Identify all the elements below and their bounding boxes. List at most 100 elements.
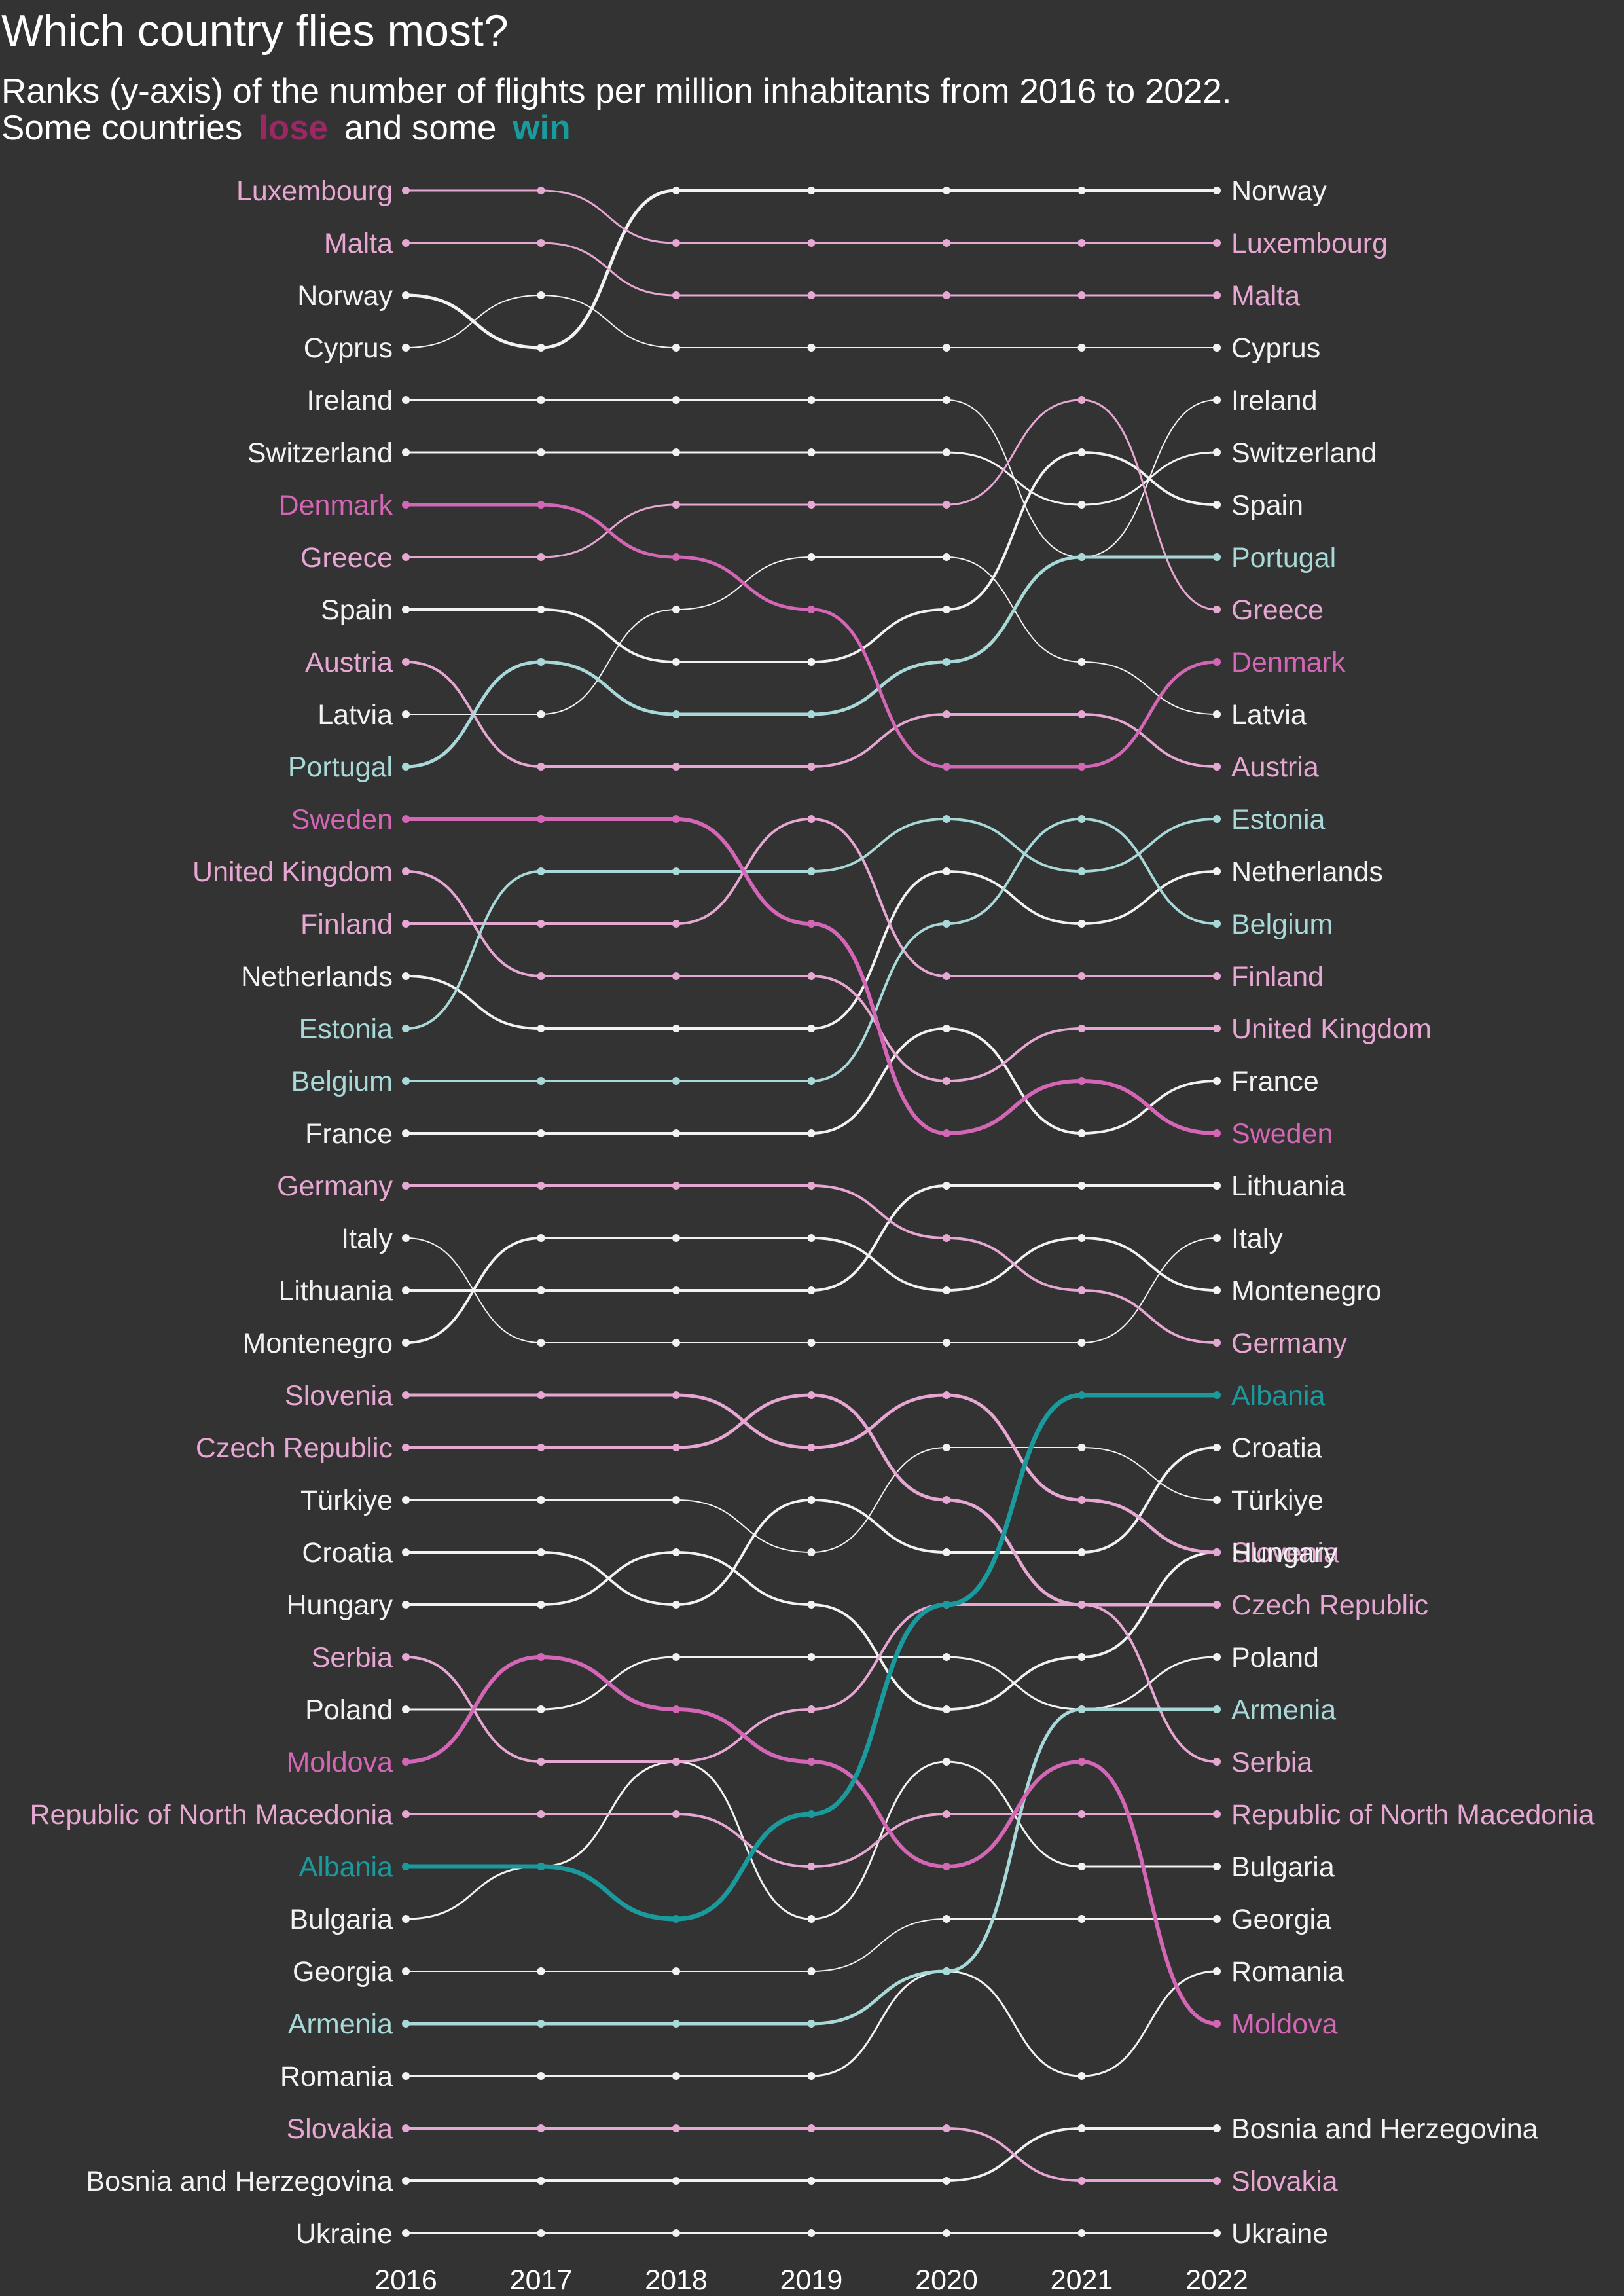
point-croatia-2018 <box>672 1601 680 1609</box>
point-montenegro-2017 <box>537 1234 545 1242</box>
point-ireland-2018 <box>672 396 680 404</box>
point-bosnia-and-herzegovina-2018 <box>672 2177 680 2185</box>
label-left-luxembourg: Luxembourg <box>236 175 393 207</box>
point-t-rkiye-2018 <box>672 1496 680 1504</box>
label-right-albania: Albania <box>1231 1380 1326 1412</box>
label-right-armenia: Armenia <box>1231 1694 1336 1726</box>
point-sweden-2016 <box>402 815 410 823</box>
label-left-t-rkiye: Türkiye <box>300 1485 393 1516</box>
point-belgium-2016 <box>402 1077 410 1085</box>
label-left-finland: Finland <box>300 909 393 940</box>
point-norway-2016 <box>402 291 410 299</box>
point-netherlands-2022 <box>1213 867 1221 875</box>
point-republic-of-north-macedonia-2019 <box>807 1863 816 1870</box>
point-hungary-2016 <box>402 1601 410 1609</box>
label-right-ireland: Ireland <box>1231 385 1317 416</box>
point-czech-republic-2016 <box>402 1444 410 1451</box>
point-france-2022 <box>1213 1077 1221 1085</box>
point-switzerland-2020 <box>943 448 950 456</box>
point-republic-of-north-macedonia-2018 <box>672 1810 680 1818</box>
point-portugal-2020 <box>943 658 950 666</box>
point-albania-2020 <box>943 1601 950 1609</box>
point-united-kingdom-2018 <box>672 972 680 980</box>
point-ukraine-2017 <box>537 2229 545 2237</box>
point-croatia-2021 <box>1077 1548 1086 1556</box>
point-croatia-2017 <box>537 1548 545 1556</box>
x-axis: 2016 2017 2018 2019 2020 2021 2022 <box>374 2265 1248 2296</box>
point-netherlands-2019 <box>807 1025 816 1032</box>
point-denmark-2019 <box>807 606 816 613</box>
point-cyprus-2022 <box>1213 344 1221 352</box>
point-estonia-2016 <box>402 1025 410 1032</box>
point-cyprus-2016 <box>402 344 410 352</box>
series-line-sweden <box>404 817 1219 1136</box>
point-greece-2017 <box>537 553 545 561</box>
point-montenegro-2021 <box>1077 1234 1086 1242</box>
label-left-cyprus: Cyprus <box>304 333 393 364</box>
point-albania-2022 <box>1213 1391 1221 1399</box>
point-armenia-2016 <box>402 2020 410 2028</box>
series-line-estonia <box>405 817 1218 1030</box>
series-line-malta <box>405 242 1218 297</box>
point-united-kingdom-2022 <box>1213 1025 1221 1032</box>
label-left-spain: Spain <box>321 594 393 626</box>
series-line-armenia <box>404 1707 1219 2026</box>
point-serbia-2016 <box>402 1653 410 1661</box>
point-ireland-2022 <box>1213 396 1221 404</box>
point-bulgaria-2019 <box>807 1915 816 1923</box>
label-right-finland: Finland <box>1231 961 1324 993</box>
point-montenegro-2018 <box>672 1234 680 1242</box>
label-left-latvia: Latvia <box>317 699 393 731</box>
left-labels: Luxembourg Malta Norway Cyprus Ireland Switze… <box>29 175 393 2250</box>
label-left-croatia: Croatia <box>302 1537 393 1569</box>
point-ukraine-2016 <box>402 2229 410 2237</box>
label-left-bosnia-and-herzegovina: Bosnia and Herzegovina <box>86 2166 393 2197</box>
point-republic-of-north-macedonia-2022 <box>1213 1810 1221 1818</box>
label-right-portugal: Portugal <box>1231 542 1336 574</box>
point-sweden-2017 <box>537 815 545 823</box>
point-italy-2016 <box>402 1234 410 1242</box>
series-line-hungary <box>405 1550 1218 1711</box>
series-line-ireland <box>405 399 1218 558</box>
point-germany-2021 <box>1077 1286 1086 1294</box>
point-estonia-2021 <box>1077 867 1086 875</box>
point-romania-2022 <box>1213 1967 1221 1975</box>
point-finland-2016 <box>402 920 410 928</box>
point-slovakia-2017 <box>537 2124 545 2132</box>
point-latvia-2022 <box>1213 710 1221 718</box>
label-right-t-rkiye: Türkiye <box>1231 1485 1324 1516</box>
subtitle-middle: and some <box>334 109 506 147</box>
subtitle-lose: lose <box>259 109 328 147</box>
point-greece-2016 <box>402 553 410 561</box>
point-albania-2021 <box>1077 1391 1086 1399</box>
point-belgium-2020 <box>943 920 950 928</box>
point-slovakia-2021 <box>1077 2177 1086 2185</box>
point-switzerland-2022 <box>1213 448 1221 456</box>
point-belgium-2018 <box>672 1077 680 1085</box>
point-norway-2021 <box>1077 187 1086 194</box>
point-switzerland-2017 <box>537 448 545 456</box>
point-hungary-2020 <box>943 1705 950 1713</box>
point-luxembourg-2019 <box>807 239 816 247</box>
series-line-montenegro <box>405 1236 1218 1344</box>
point-moldova-2020 <box>943 1863 950 1870</box>
label-left-armenia: Armenia <box>288 2009 393 2040</box>
series-points <box>402 187 1221 2237</box>
point-spain-2016 <box>402 606 410 613</box>
point-republic-of-north-macedonia-2020 <box>943 1810 950 1818</box>
point-t-rkiye-2017 <box>537 1496 545 1504</box>
point-france-2019 <box>807 1129 816 1137</box>
point-belgium-2022 <box>1213 920 1221 928</box>
point-ukraine-2019 <box>807 2229 816 2237</box>
point-ukraine-2020 <box>943 2229 950 2237</box>
label-left-france: France <box>305 1118 393 1150</box>
point-finland-2018 <box>672 920 680 928</box>
point-finland-2022 <box>1213 972 1221 980</box>
label-right-luxembourg: Luxembourg <box>1231 228 1388 259</box>
point-united-kingdom-2016 <box>402 867 410 875</box>
point-greece-2020 <box>943 501 950 509</box>
point-hungary-2019 <box>807 1601 816 1609</box>
point-norway-2018 <box>672 187 680 194</box>
label-right-netherlands: Netherlands <box>1231 856 1383 888</box>
